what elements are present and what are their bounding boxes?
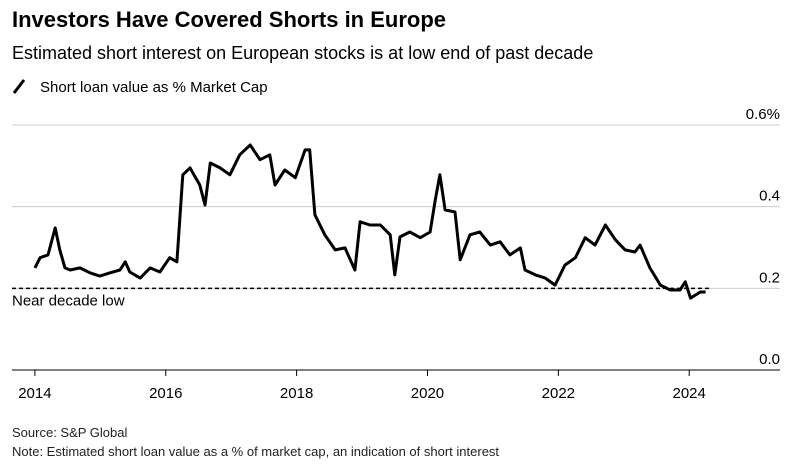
legend-swatch (12, 79, 26, 94)
note: Note: Estimated short loan value as a % … (12, 444, 499, 459)
annotation-label: Near decade low (12, 292, 125, 309)
x-tick-label: 2014 (18, 385, 51, 402)
legend-label: Short loan value as % Market Cap (40, 79, 268, 96)
x-tick-label: 2022 (542, 385, 575, 402)
x-tick-label: 2020 (411, 385, 444, 402)
y-tick-label: 0.0 (759, 351, 780, 368)
source: Source: S&P Global (12, 425, 127, 440)
y-tick-label: 0.4 (759, 188, 780, 205)
chart-title: Investors Have Covered Shorts in Europe (12, 7, 446, 32)
chart-subtitle: Estimated short interest on European sto… (12, 43, 593, 63)
y-tick-label: 0.2 (759, 269, 780, 286)
y-tick-label: 0.6% (746, 106, 780, 123)
x-tick-label: 2018 (280, 385, 313, 402)
x-tick-label: 2024 (673, 385, 706, 402)
x-tick-label: 2016 (149, 385, 182, 402)
data-line (33, 143, 706, 300)
